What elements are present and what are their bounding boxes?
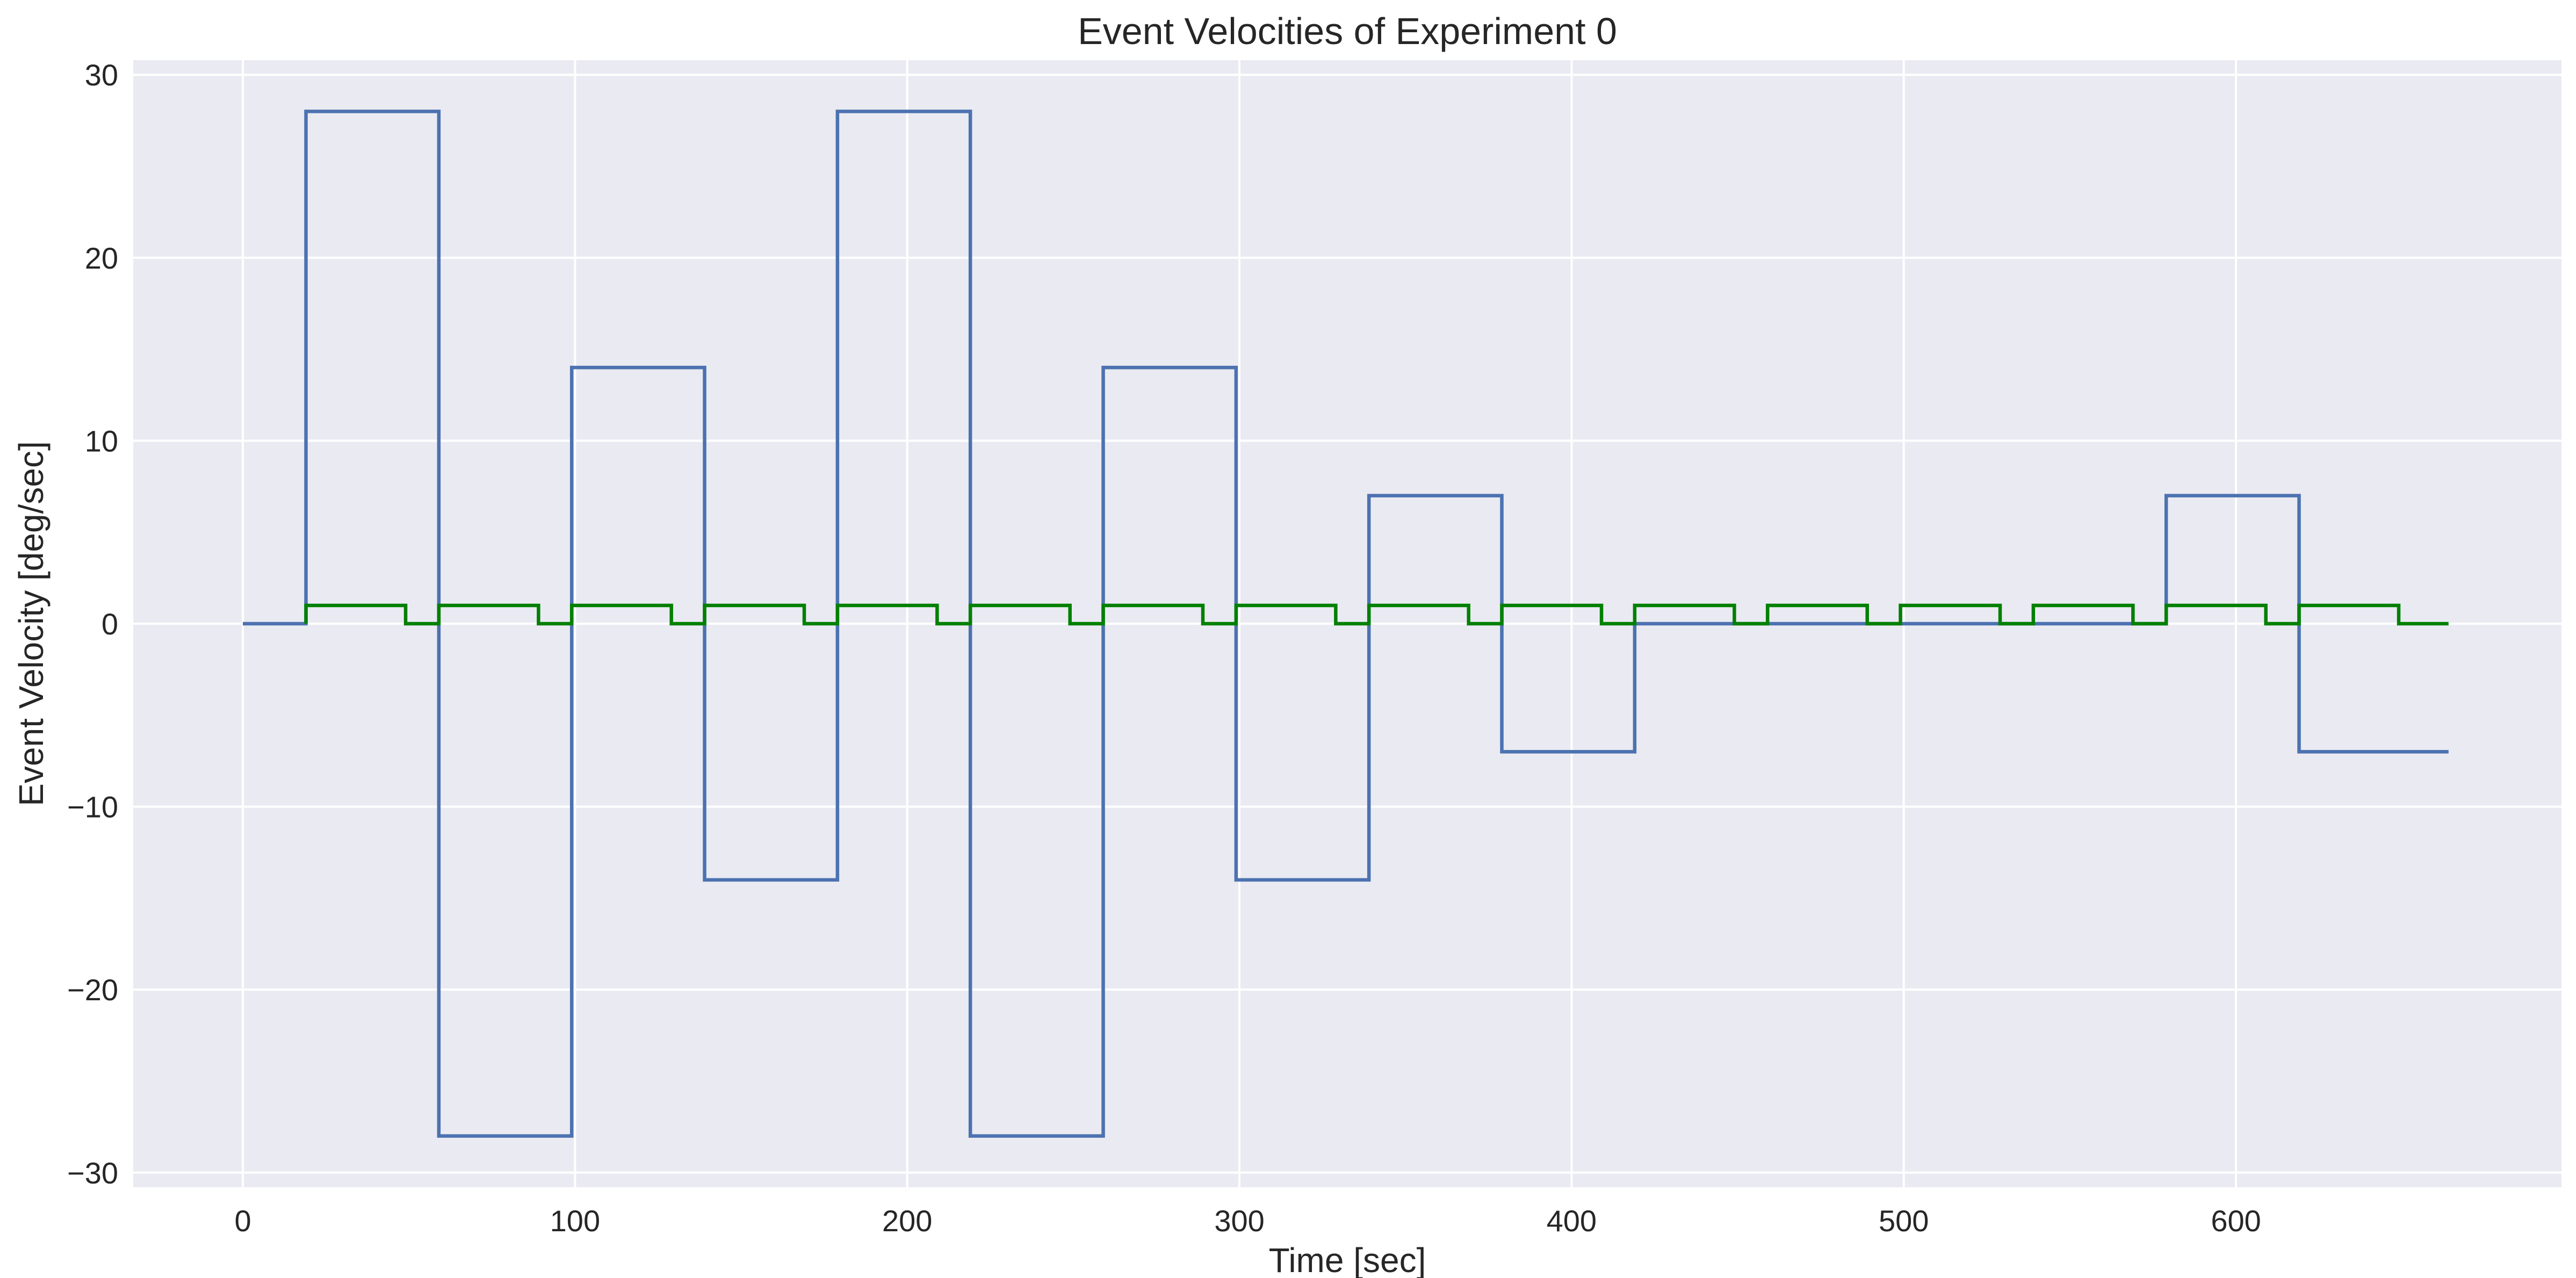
y-tick-label: −20 [67,973,118,1007]
y-tick-label: 30 [85,58,118,92]
x-axis-label: Time [sec] [1269,1241,1426,1278]
x-tick-label: 400 [1547,1204,1597,1238]
x-tick-label: 0 [234,1204,251,1238]
x-tick-label: 300 [1214,1204,1264,1238]
y-tick-label: −30 [67,1156,118,1190]
x-tick-label: 100 [550,1204,600,1238]
x-tick-label: 500 [1879,1204,1929,1238]
x-tick-label: 600 [2211,1204,2261,1238]
x-tick-label: 200 [882,1204,932,1238]
series-line-2 [304,603,2449,626]
y-tick-label: 20 [85,241,118,275]
tick-labels: 0 100 200 300 400 500 600 −30 −20 −10 0 10 20 30 [67,58,2261,1238]
chart-title: Event Velocities of Experiment 0 [1078,10,1617,52]
y-tick-label: 0 [102,607,118,641]
y-axis-label: Event Velocity [deg/sec] [12,441,50,806]
y-tick-label: 10 [85,424,118,458]
series-group [243,110,2449,1138]
y-tick-label: −10 [67,790,118,824]
